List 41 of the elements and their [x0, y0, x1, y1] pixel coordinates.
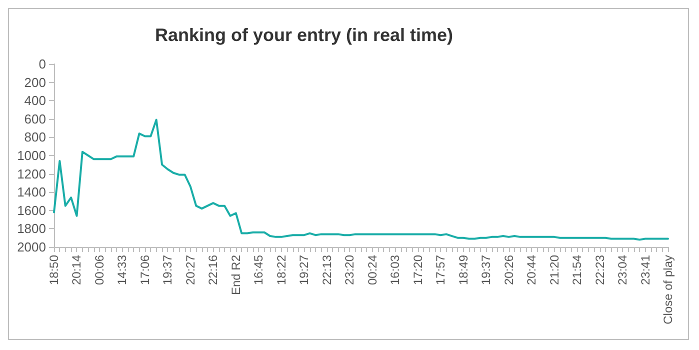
y-tick-label: 800: [24, 130, 46, 145]
y-tick-label: 1400: [17, 184, 46, 200]
y-tick-label: 0: [38, 56, 46, 72]
y-tick-label: 600: [24, 111, 46, 126]
x-tick-label: 18:49: [456, 254, 470, 286]
x-tick-label: 00:06: [92, 254, 106, 286]
x-tick-label: 23:41: [638, 254, 652, 286]
y-tick-label: 400: [24, 93, 46, 108]
x-tick-label: 22:16: [206, 254, 220, 286]
x-tick-label: 22:13: [320, 254, 334, 286]
x-tick-label: 19:27: [297, 254, 312, 286]
x-tick-label: 23:04: [616, 254, 630, 286]
x-tick-label: 20:27: [183, 254, 198, 286]
x-tick-label: 21:54: [570, 254, 584, 286]
x-tick-label: End R2: [228, 254, 243, 296]
x-tick-label: 21:20: [547, 254, 562, 286]
x-tick-label: 20:44: [524, 254, 539, 286]
x-tick-label: 19:37: [160, 254, 175, 286]
x-tick-label: 22:23: [592, 254, 607, 286]
x-tick-label: 17:57: [434, 254, 448, 286]
x-tick-label: 20:14: [70, 254, 84, 286]
x-tick-label: Close of play: [661, 255, 675, 324]
y-tick-label: 2000: [17, 240, 46, 254]
x-tick-label: 19:37: [479, 254, 494, 286]
y-tick-label: 1200: [17, 166, 46, 182]
chart-title: Ranking of your entry (in real time): [154, 25, 454, 45]
x-tick-label: 23:20: [342, 254, 357, 286]
y-tick-label: 1000: [17, 148, 46, 163]
x-tick-label: 18:50: [47, 254, 61, 286]
x-tick-label: 20:26: [502, 254, 516, 286]
x-tick-label: 00:24: [365, 254, 380, 286]
line-series: [53, 118, 669, 241]
y-tick-label: 1800: [17, 221, 46, 236]
x-tick-label: 16:03: [388, 254, 402, 286]
x-tick-label: 17:06: [138, 254, 152, 286]
x-tick-label: 17:20: [410, 254, 425, 286]
y-tick-label: 200: [24, 74, 46, 90]
y-tick-label: 1600: [17, 202, 46, 218]
x-tick-label: 14:33: [115, 254, 130, 286]
x-tick-label: 16:45: [252, 254, 266, 286]
x-tick-label: 18:22: [274, 254, 288, 286]
